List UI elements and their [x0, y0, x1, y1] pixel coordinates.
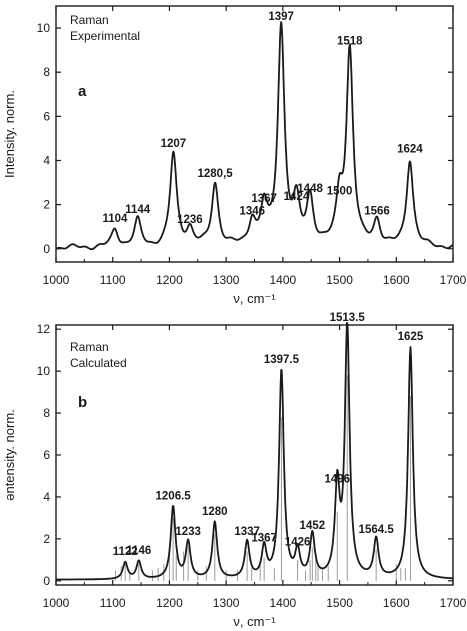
peak-label: 1233: [175, 526, 201, 538]
y-tick-label: 12: [37, 322, 51, 336]
panel-b-calculated: 1000 1100 1200 1300 1400 1500 1600 1700 0 2 4 6 8 10 1…: [2, 312, 467, 629]
peak-label: 1452: [300, 520, 326, 532]
legend-text: Raman: [70, 340, 109, 354]
panel-letter: b: [78, 394, 87, 411]
panel-a-experimental: 1000 1100 1200 1300 1400 1500 1600 1700 0 2 4 6 8 10 ν…: [2, 5, 467, 306]
spectrum-line: [55, 321, 454, 581]
peak-label: 1513.5: [330, 312, 366, 324]
y-tick-label: 0: [43, 242, 50, 256]
peak-label: 1397.5: [264, 354, 300, 366]
x-tick-label: 1300: [213, 596, 240, 610]
peak-label: 1500: [327, 185, 353, 197]
x-tick-label: 1400: [270, 273, 297, 287]
x-tick-label: 1400: [270, 596, 297, 610]
peak-label: 1564.5: [359, 524, 395, 536]
x-tick-label: 1200: [156, 273, 183, 287]
legend-text: Calculated: [70, 356, 127, 370]
x-axis-title: ν, cm⁻¹: [233, 614, 276, 629]
peak-label: 1104: [103, 213, 129, 225]
peak-label: 1518: [337, 35, 363, 47]
peak-label: 1337: [234, 526, 260, 538]
y-tick-label: 0: [43, 574, 50, 588]
peak-label: 1424: [284, 191, 310, 203]
y-tick-label: 4: [43, 490, 50, 504]
panel-letter: a: [78, 83, 87, 100]
peak-label: 1566: [364, 205, 390, 217]
spectrum-line: [55, 21, 454, 251]
x-tick-label: 1700: [440, 273, 467, 287]
legend-text: Experimental: [70, 29, 140, 43]
peak-label: 1397: [268, 11, 294, 23]
x-tick-label: 1500: [326, 273, 353, 287]
y-tick-label: 6: [43, 448, 50, 462]
peak-label: 1280: [202, 506, 228, 518]
y-axis-title: Intensity. norm.: [2, 90, 17, 178]
x-tick-label: 1300: [213, 273, 240, 287]
peak-label: 1144: [125, 204, 151, 216]
peak-label: 1426: [285, 537, 311, 549]
x-tick-label: 1600: [383, 596, 410, 610]
x-axis-title: ν, cm⁻¹: [233, 291, 276, 306]
x-tick-label: 1100: [100, 596, 126, 610]
x-tick-label: 1700: [440, 596, 467, 610]
peak-label: 1280,5: [197, 168, 233, 180]
y-tick-label: 10: [37, 21, 51, 35]
x-tick-label: 1000: [43, 596, 70, 610]
peak-label: 1122: [113, 546, 138, 558]
peak-label: 1367: [251, 193, 277, 205]
y-axis-title: ǝntensity. norm.: [2, 409, 17, 501]
peak-label: 1146: [126, 545, 151, 557]
peak-label: 1625: [398, 331, 424, 343]
peak-label: 1367: [251, 532, 277, 544]
x-tick-label: 1200: [156, 596, 183, 610]
y-tick-label: 10: [37, 364, 51, 378]
y-tick-label: 6: [43, 109, 50, 123]
x-tick-label: 1600: [383, 273, 410, 287]
peak-label: 1496: [325, 474, 351, 486]
y-tick-label: 2: [43, 198, 50, 212]
stick-lines: [115, 375, 411, 581]
peak-label: 1207: [161, 138, 187, 150]
peak-label: 1206.5: [156, 490, 192, 502]
x-tick-label: 1100: [100, 273, 126, 287]
y-tick-label: 2: [43, 532, 50, 546]
x-tick-label: 1000: [43, 273, 70, 287]
y-tick-label: 8: [43, 65, 50, 79]
x-tick-label: 1500: [326, 596, 353, 610]
peak-label: 1346: [239, 205, 265, 217]
peak-label: 1236: [177, 214, 203, 226]
y-tick-label: 8: [43, 406, 50, 420]
legend-text: Raman: [70, 13, 109, 27]
peak-label: 1624: [397, 143, 423, 155]
y-tick-label: 4: [43, 153, 50, 167]
peak-label: 1448: [297, 183, 323, 195]
